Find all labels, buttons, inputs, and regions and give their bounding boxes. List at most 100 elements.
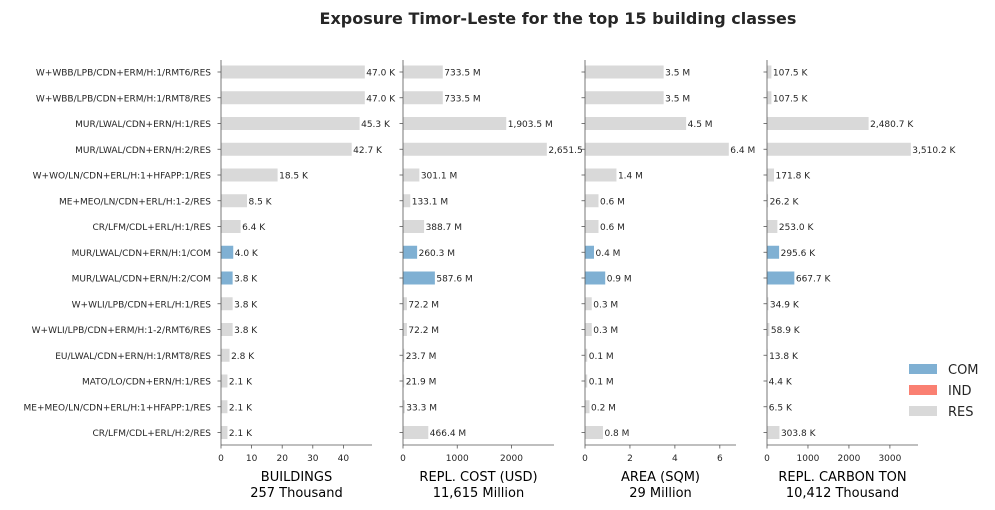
bar: [585, 245, 594, 259]
bar: [767, 65, 772, 79]
bar: [767, 245, 780, 259]
bar: [767, 117, 869, 130]
bar: [221, 348, 230, 362]
legend-label: COM: [948, 363, 979, 378]
category-label: EU/LWAL/CDN+ERN/H:1/RMT8/RES: [55, 352, 211, 362]
category-label: ME+MEO/LN/CDN+ERL/H:1-2/RES: [59, 197, 211, 207]
x-tick-label: 40: [338, 454, 350, 464]
bar: [403, 142, 547, 156]
panel: 107.5 K 107.5 K 2,480.7 K 3,510.2 K 171.8 K 2…: [763, 60, 957, 501]
x-axis-label: REPL. CARBON TON: [778, 470, 906, 485]
bar: [221, 297, 233, 311]
panel-subtitle: 11,615 Million: [433, 486, 524, 501]
bar-value-label: 3.5 M: [665, 94, 690, 104]
category-label: ME+MEO/LN/CDN+ERL/H:1+HFAPP:1/RES: [24, 403, 212, 413]
bar: [585, 168, 617, 182]
bar: [403, 65, 443, 79]
x-axis-label: REPL. COST (USD): [419, 470, 537, 485]
category-label: MUR/LWAL/CDN+ERN/H:1/RES: [75, 120, 211, 130]
bar-value-label: 23.7 M: [406, 352, 437, 362]
bar-value-label: 6.5 K: [769, 403, 793, 413]
bar-value-label: 2,480.7 K: [870, 120, 914, 130]
bar: [221, 426, 228, 439]
x-axis-label: BUILDINGS: [261, 470, 332, 485]
category-label: MUR/LWAL/CDN+ERN/H:2/COM: [72, 275, 211, 285]
legend-swatch: [909, 385, 937, 395]
x-tick-label: 3000: [878, 454, 901, 464]
bar: [585, 271, 606, 285]
bar: [767, 142, 911, 156]
bar: [403, 323, 407, 336]
bar: [403, 271, 435, 285]
bar: [585, 91, 664, 105]
bar-value-label: 42.7 K: [353, 146, 383, 156]
bar-value-label: 733.5 M: [444, 69, 480, 79]
bar: [585, 142, 729, 156]
bar-value-label: 733.5 M: [444, 94, 480, 104]
bar: [585, 194, 599, 208]
bar: [585, 117, 687, 130]
bar: [403, 220, 425, 233]
bar-value-label: 18.5 K: [279, 172, 309, 182]
bar-value-label: 2.1 K: [229, 429, 253, 439]
bar-value-label: 171.8 K: [776, 172, 812, 182]
bar-value-label: 667.7 K: [796, 275, 832, 285]
bar-value-label: 8.5 K: [249, 197, 273, 207]
bar-value-label: 3.5 M: [665, 69, 690, 79]
bar: [585, 65, 664, 79]
bar-value-label: 34.9 K: [770, 300, 800, 310]
bar-value-label: 58.9 K: [771, 326, 801, 336]
category-label: W+WO/LN/CDN+ERL/H:1+HFAPP:1/RES: [33, 172, 212, 182]
category-label: MATO/LO/CDN+ERN/H:1/RES: [82, 378, 211, 388]
bar-value-label: 2.1 K: [229, 403, 253, 413]
legend-swatch: [909, 406, 937, 416]
bar-value-label: 2.1 K: [229, 378, 253, 388]
bar: [585, 374, 588, 388]
bar-value-label: 4.0 K: [235, 249, 259, 259]
x-tick-label: 0: [764, 454, 770, 464]
bar-value-label: 26.2 K: [770, 197, 800, 207]
bar: [221, 245, 234, 259]
bar-value-label: 4.4 K: [769, 378, 793, 388]
panel-subtitle: 29 Million: [629, 486, 692, 501]
category-label: CR/LFM/CDL+ERL/H:2/RES: [92, 429, 211, 439]
bar: [221, 142, 352, 156]
bar-value-label: 0.6 M: [600, 197, 625, 207]
x-tick-label: 2000: [837, 454, 860, 464]
legend-label: RES: [948, 405, 974, 420]
bar-value-label: 0.2 M: [591, 403, 616, 413]
bar-value-label: 107.5 K: [773, 69, 809, 79]
bar: [403, 374, 405, 388]
bar: [403, 400, 405, 414]
bar: [767, 426, 780, 439]
bar: [585, 297, 592, 311]
x-tick-label: 1000: [446, 454, 469, 464]
bar-value-label: 0.1 M: [589, 378, 614, 388]
legend-swatch: [909, 364, 937, 374]
bar: [221, 220, 241, 233]
x-tick-label: 1000: [797, 454, 820, 464]
bar-value-label: 47.0 K: [366, 94, 396, 104]
bar: [767, 271, 795, 285]
bar: [403, 297, 407, 311]
bar-value-label: 3.8 K: [234, 275, 258, 285]
x-tick-label: 10: [246, 454, 258, 464]
category-label: W+WLI/LPB/CDN+ERM/H:1-2/RMT6/RES: [32, 326, 212, 336]
bar: [767, 194, 769, 208]
bar: [767, 168, 775, 182]
bar-value-label: 295.6 K: [781, 249, 817, 259]
bar: [403, 194, 411, 208]
bar-value-label: 6.4 M: [730, 146, 755, 156]
bar-value-label: 4.5 M: [688, 120, 713, 130]
bar-value-label: 301.1 M: [421, 172, 457, 182]
bar: [767, 323, 770, 336]
panels: 47.0 K 47.0 K 45.3 K 42.7 K 18.5 K 8.5 K 6.4 K…: [217, 60, 957, 501]
bar: [221, 168, 278, 182]
bar-value-label: 2.8 K: [231, 352, 255, 362]
bar-value-label: 47.0 K: [366, 69, 396, 79]
bar-value-label: 0.3 M: [593, 300, 618, 310]
bar-value-label: 72.2 M: [408, 326, 439, 336]
x-axis-label: AREA (SQM): [621, 470, 700, 485]
bar-value-label: 2,651.5 M: [548, 146, 593, 156]
bar-value-label: 0.1 M: [589, 352, 614, 362]
